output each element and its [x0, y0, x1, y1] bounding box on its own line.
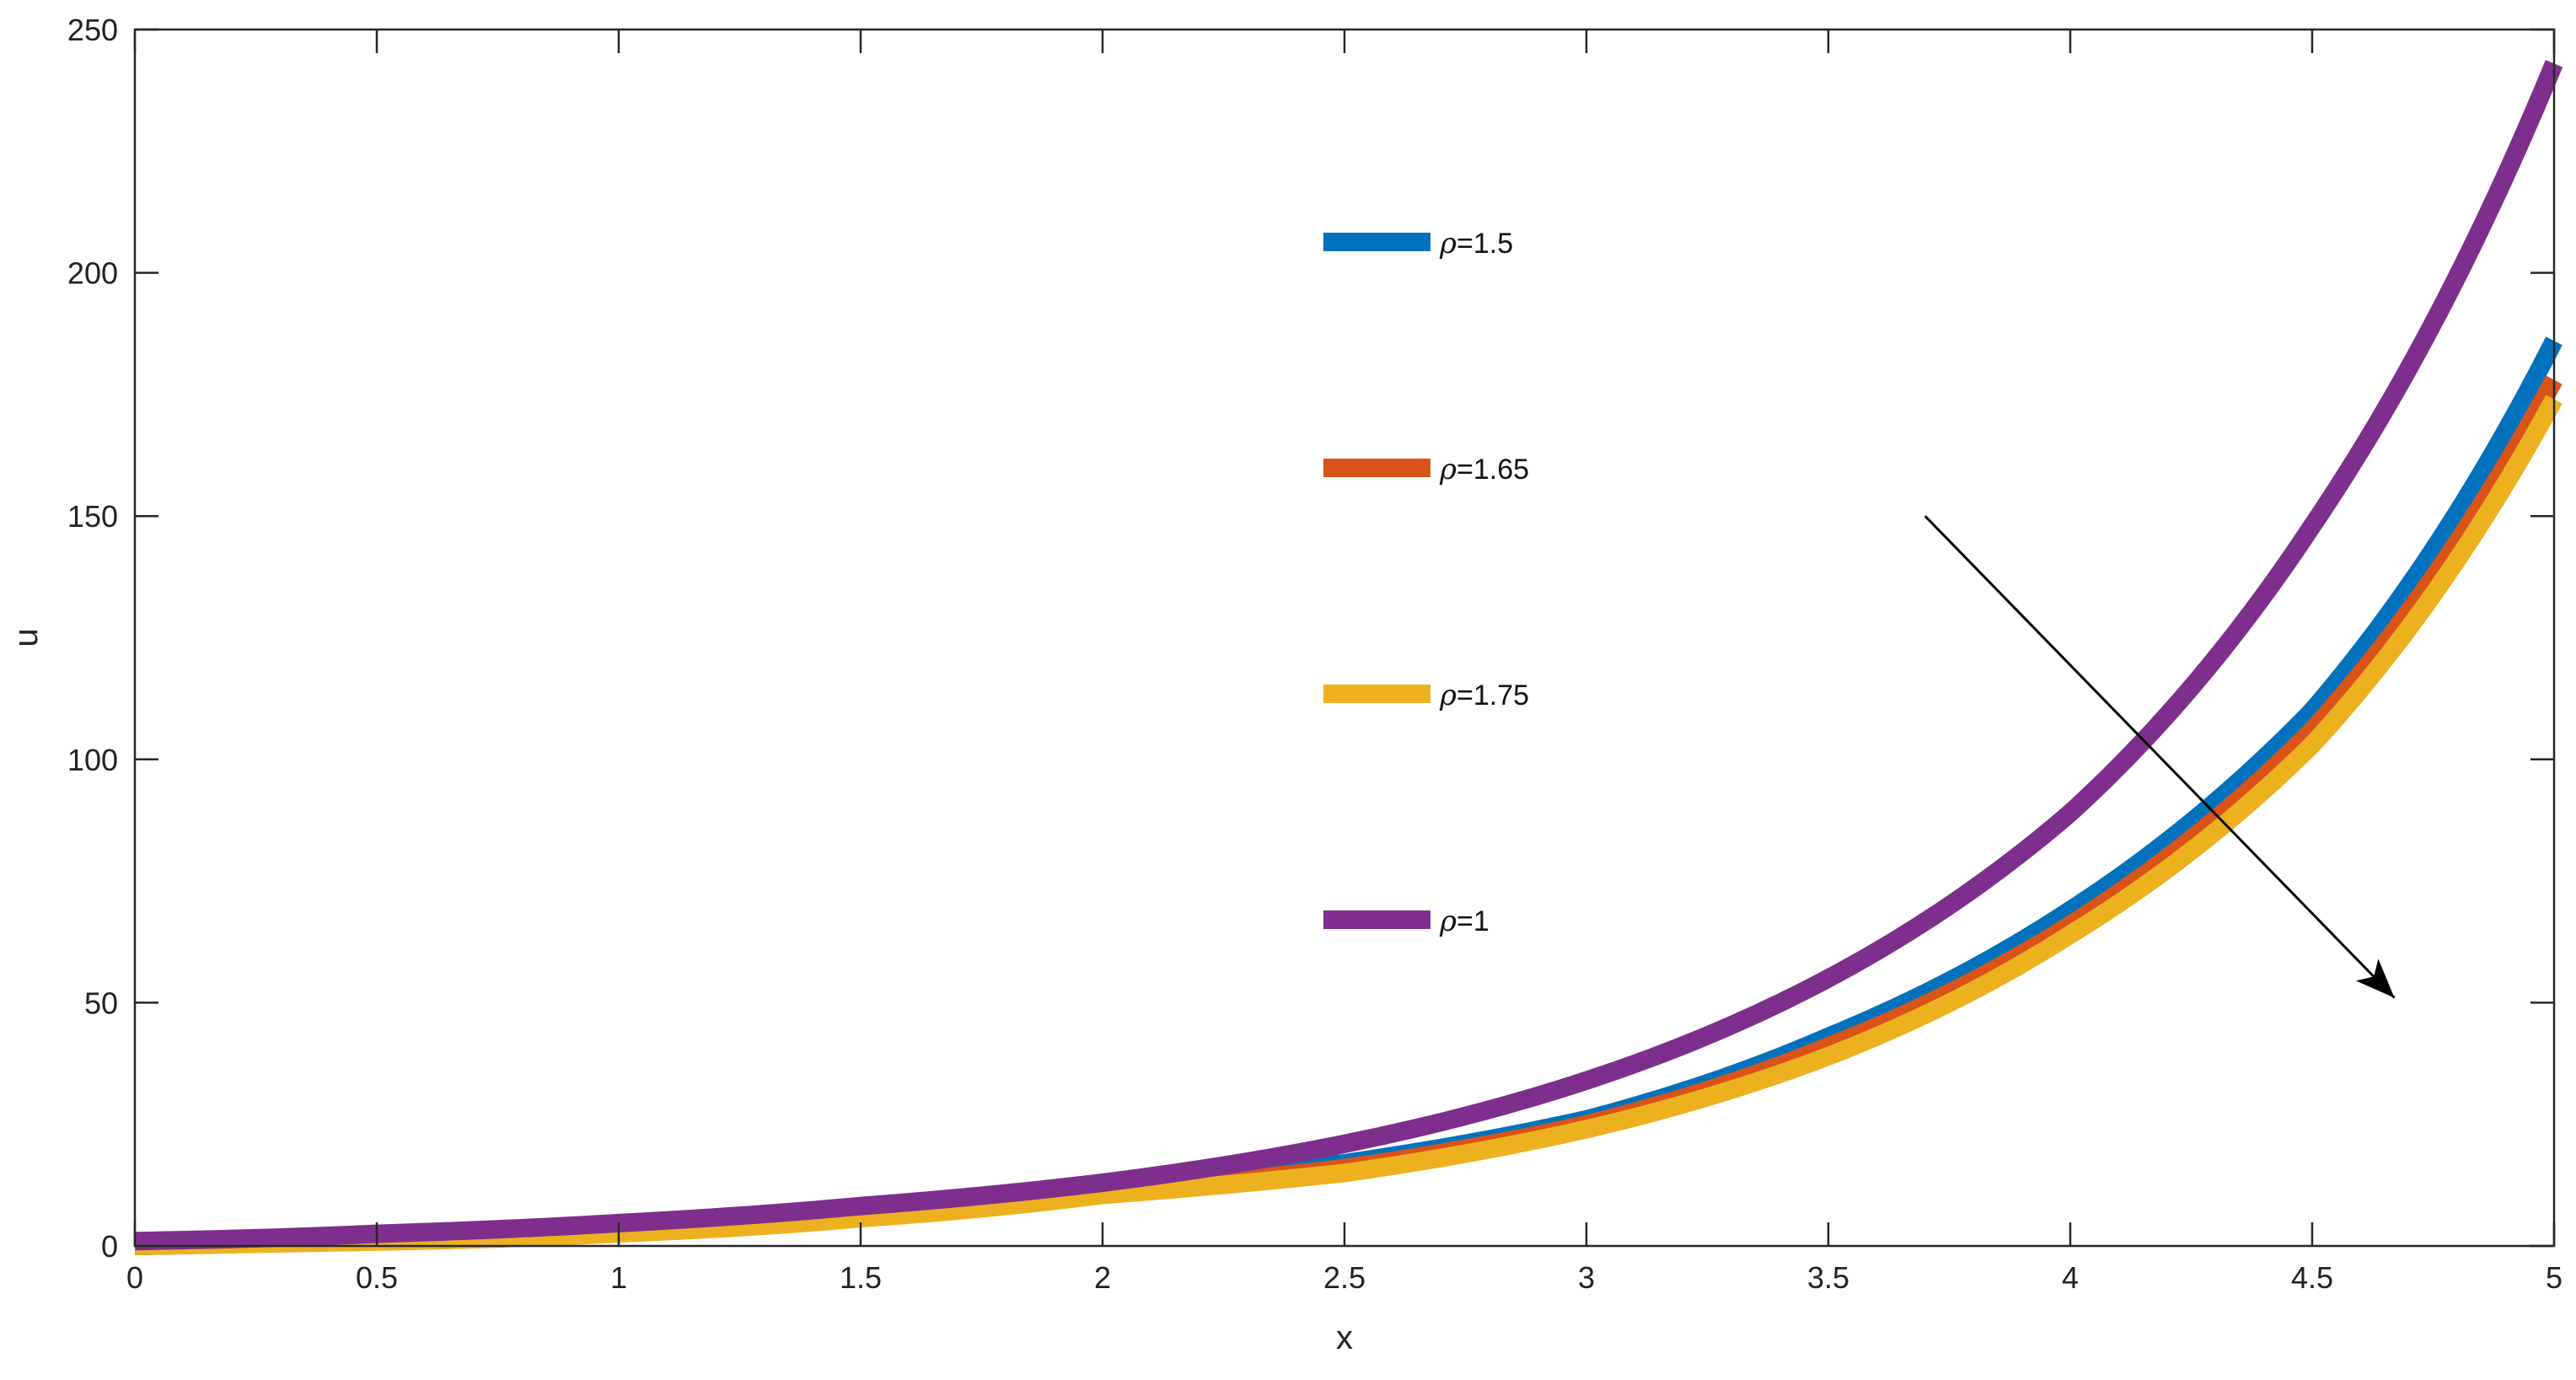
- x-tick-label: 0.5: [356, 1260, 398, 1295]
- x-tick-label: 1: [610, 1260, 627, 1295]
- legend-rho-symbol: ρ: [1439, 453, 1457, 486]
- x-tick-label: 4.5: [2291, 1260, 2333, 1295]
- y-tick-label: 150: [67, 499, 118, 534]
- legend-value: =1.75: [1457, 679, 1529, 711]
- legend-rho-symbol: ρ: [1439, 679, 1457, 712]
- legend-label-1: ρ=1.65: [1439, 453, 1529, 486]
- series-line-2: [131, 395, 2563, 1255]
- label-layer: xu: [8, 628, 1353, 1356]
- y-tick-label: 200: [67, 256, 118, 291]
- legend-label-3: ρ=1: [1439, 905, 1489, 938]
- arrow-head: [2355, 958, 2395, 998]
- legend-value: =1: [1457, 905, 1489, 937]
- y-tick-label: 100: [67, 743, 118, 777]
- y-axis-label: u: [8, 628, 45, 647]
- legend-value: =1.5: [1457, 228, 1513, 260]
- x-tick-label: 3.5: [1807, 1260, 1849, 1295]
- series-layer: [131, 60, 2563, 1255]
- legend-rho-symbol: ρ: [1439, 227, 1457, 260]
- x-tick-label: 3: [1578, 1260, 1595, 1295]
- x-tick-label: 4: [2062, 1260, 2079, 1295]
- annotation-layer: [1924, 515, 2396, 999]
- y-tick-label: 0: [101, 1229, 118, 1264]
- x-tick-label: 2.5: [1323, 1260, 1366, 1295]
- y-tick-label: 250: [67, 13, 118, 47]
- x-axis-label: x: [1336, 1319, 1353, 1356]
- x-tick-label: 5: [2546, 1260, 2563, 1295]
- x-tick-label: 0: [126, 1260, 143, 1295]
- legend-label-0: ρ=1.5: [1439, 227, 1513, 260]
- series-line-3: [131, 60, 2563, 1251]
- legend-rho-symbol: ρ: [1439, 905, 1457, 938]
- legend-label-2: ρ=1.75: [1439, 679, 1529, 712]
- x-tick-label: 1.5: [840, 1260, 882, 1295]
- x-tick-label: 2: [1094, 1260, 1111, 1295]
- legend-value: =1.65: [1457, 454, 1529, 486]
- arrow-shaft: [1924, 515, 2396, 999]
- legend-layer: ρ=1.5ρ=1.65ρ=1.75ρ=1: [1323, 227, 1529, 938]
- y-tick-label: 50: [84, 985, 118, 1020]
